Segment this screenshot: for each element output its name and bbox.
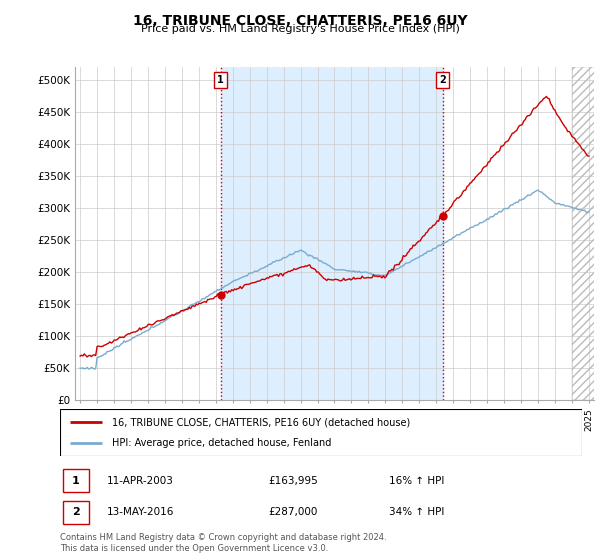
Bar	[221, 67, 443, 400]
Bar	[572, 67, 600, 400]
Text: HPI: Average price, detached house, Fenland: HPI: Average price, detached house, Fenl…	[112, 438, 332, 448]
Text: 1: 1	[217, 75, 224, 85]
Text: 1: 1	[72, 476, 80, 486]
Text: 2: 2	[72, 507, 80, 517]
Text: 16, TRIBUNE CLOSE, CHATTERIS, PE16 6UY: 16, TRIBUNE CLOSE, CHATTERIS, PE16 6UY	[133, 14, 467, 28]
Text: 16, TRIBUNE CLOSE, CHATTERIS, PE16 6UY (detached house): 16, TRIBUNE CLOSE, CHATTERIS, PE16 6UY (…	[112, 417, 410, 427]
Text: 34% ↑ HPI: 34% ↑ HPI	[389, 507, 444, 517]
Bar	[572, 67, 600, 400]
Text: Contains HM Land Registry data © Crown copyright and database right 2024.
This d: Contains HM Land Registry data © Crown c…	[60, 533, 386, 553]
Bar	[62, 469, 89, 492]
Text: Price paid vs. HM Land Registry's House Price Index (HPI): Price paid vs. HM Land Registry's House …	[140, 24, 460, 34]
Text: £287,000: £287,000	[269, 507, 318, 517]
Text: 2: 2	[439, 75, 446, 85]
Bar	[62, 501, 89, 524]
Text: £163,995: £163,995	[269, 476, 319, 486]
Text: 13-MAY-2016: 13-MAY-2016	[107, 507, 175, 517]
Text: 11-APR-2003: 11-APR-2003	[107, 476, 174, 486]
Text: 16% ↑ HPI: 16% ↑ HPI	[389, 476, 444, 486]
